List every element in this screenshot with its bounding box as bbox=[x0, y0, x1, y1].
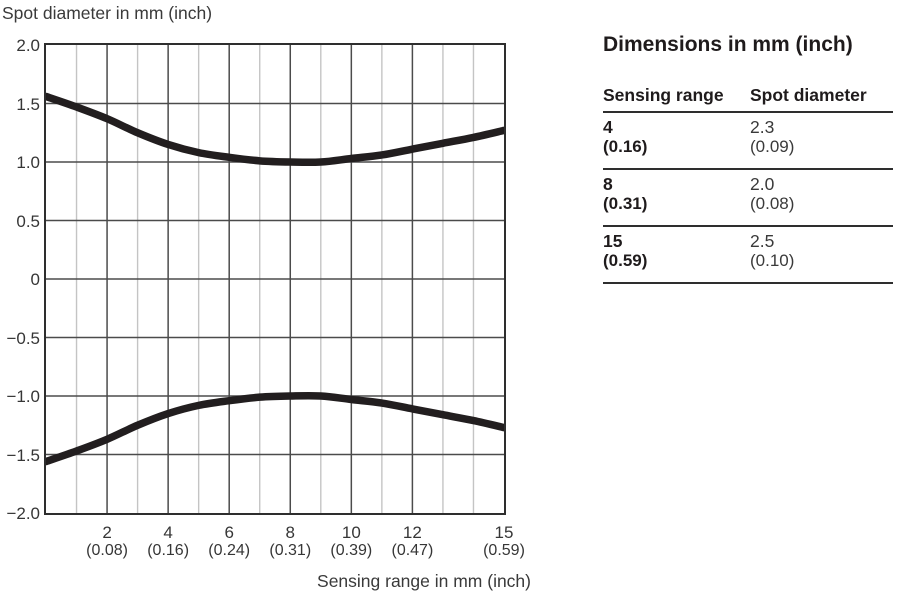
value-mm: 2.0 bbox=[750, 174, 775, 194]
x-tick-inch: (0.59) bbox=[483, 542, 525, 559]
x-tick-inch: (0.24) bbox=[208, 542, 251, 559]
value-inch: (0.09) bbox=[750, 137, 795, 156]
x-tick-inch: (0.08) bbox=[86, 542, 128, 559]
table-row: 8 (0.31) 2.0 (0.08) bbox=[603, 170, 893, 225]
table-rule bbox=[603, 168, 893, 170]
value-mm: 2.5 bbox=[750, 231, 775, 251]
x-tick-mm: 15 bbox=[494, 523, 514, 542]
value-mm: 4 bbox=[603, 117, 613, 137]
y-tick-label: 1.0 bbox=[16, 153, 40, 172]
y-tick-label: 1.5 bbox=[16, 94, 40, 114]
x-tick-label: 15 (0.59) bbox=[469, 523, 539, 560]
column-header-sensing-range: Sensing range bbox=[603, 85, 724, 105]
column-header-spot-diameter: Spot diameter bbox=[750, 85, 867, 105]
table-row: 15 (0.59) 2.5 (0.10) bbox=[603, 227, 893, 282]
x-tick-mm: 8 bbox=[285, 523, 295, 542]
sensing-range-cell: 8 (0.31) bbox=[603, 174, 750, 214]
x-tick-mm: 6 bbox=[224, 523, 234, 542]
x-tick-inch: (0.39) bbox=[330, 542, 373, 559]
value-inch: (0.59) bbox=[603, 251, 648, 270]
x-tick-mm: 4 bbox=[163, 523, 173, 542]
spot-diameter-chart bbox=[46, 45, 504, 513]
x-tick-label: 6 (0.24) bbox=[194, 523, 264, 560]
table-title: Dimensions in mm (inch) bbox=[603, 33, 853, 56]
x-tick-label: 4 (0.16) bbox=[133, 523, 203, 560]
table-rule bbox=[603, 111, 893, 113]
y-tick-label: −1.5 bbox=[6, 445, 40, 465]
x-tick-mm: 2 bbox=[102, 523, 112, 542]
sensing-range-cell: 4 (0.16) bbox=[603, 117, 750, 157]
x-tick-inch: (0.16) bbox=[147, 542, 190, 559]
value-mm: 8 bbox=[603, 174, 613, 194]
x-tick-label: 8 (0.31) bbox=[255, 523, 325, 560]
y-tick-label: 2.0 bbox=[16, 36, 40, 55]
x-tick-mm: 12 bbox=[402, 523, 422, 542]
table-row: 4 (0.16) 2.3 (0.09) bbox=[603, 113, 893, 168]
x-tick-label: 10 (0.39) bbox=[316, 523, 386, 560]
y-tick-label: −1.0 bbox=[6, 387, 40, 406]
value-mm: 2.3 bbox=[750, 117, 775, 137]
sensing-range-cell: 15 (0.59) bbox=[603, 231, 750, 271]
table-rule bbox=[603, 282, 893, 284]
plot-area bbox=[44, 43, 506, 515]
value-inch: (0.08) bbox=[750, 194, 795, 213]
value-inch: (0.10) bbox=[750, 251, 795, 270]
y-tick-label: 0.5 bbox=[16, 211, 40, 231]
spot-diameter-cell: 2.0 (0.08) bbox=[750, 174, 893, 214]
value-inch: (0.31) bbox=[603, 194, 648, 213]
x-tick-inch: (0.47) bbox=[391, 542, 434, 559]
x-tick-label: 12 (0.47) bbox=[377, 523, 447, 560]
spot-radius-lower-curve bbox=[46, 391, 504, 466]
x-tick-inch: (0.31) bbox=[269, 542, 312, 559]
y-tick-label: 0 bbox=[30, 270, 40, 289]
chart-title: Spot diameter in mm (inch) bbox=[2, 3, 213, 23]
value-inch: (0.16) bbox=[603, 137, 648, 156]
y-tick-label: −2.0 bbox=[6, 504, 40, 523]
spot-radius-upper-curve bbox=[46, 92, 504, 167]
spot-diameter-cell: 2.3 (0.09) bbox=[750, 117, 893, 157]
value-mm: 15 bbox=[603, 231, 623, 251]
spot-diameter-cell: 2.5 (0.10) bbox=[750, 231, 893, 271]
y-tick-label: −0.5 bbox=[6, 328, 40, 348]
table-rule bbox=[603, 225, 893, 227]
x-axis-label: Sensing range in mm (inch) bbox=[317, 571, 531, 591]
x-tick-label: 2 (0.08) bbox=[72, 523, 142, 560]
x-tick-mm: 10 bbox=[341, 523, 361, 542]
